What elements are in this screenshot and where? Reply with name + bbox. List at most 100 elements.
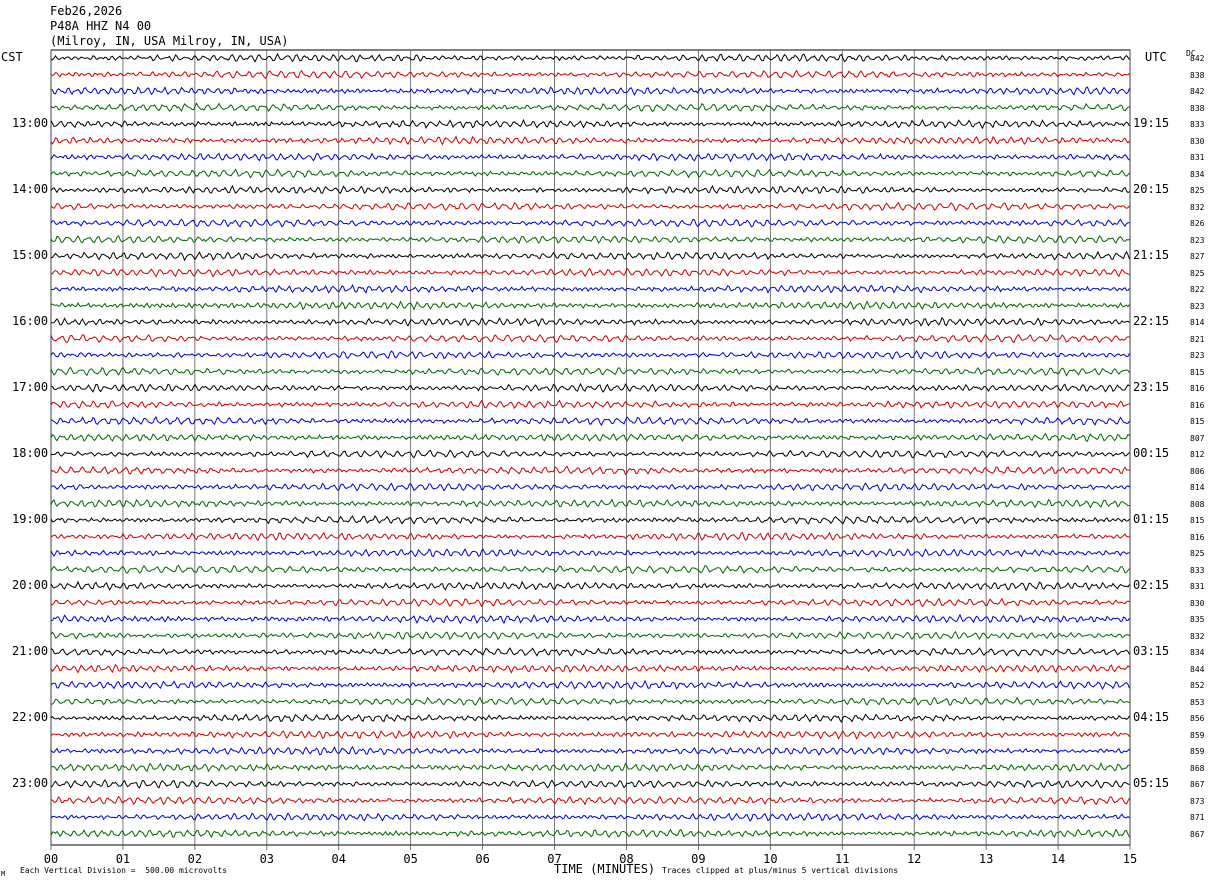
seismic-trace bbox=[50, 679, 1130, 691]
x-tick-label: 04 bbox=[331, 852, 346, 866]
cst-hour-label: 21:00 bbox=[12, 644, 49, 658]
dc-offset-label: 842 bbox=[1190, 87, 1205, 96]
header-date: Feb26,2026 bbox=[50, 4, 123, 18]
seismic-trace bbox=[50, 415, 1130, 427]
utc-hour-label: 23:15 bbox=[1133, 380, 1170, 394]
seismic-trace bbox=[50, 250, 1130, 262]
x-tick-label: 06 bbox=[475, 852, 490, 866]
dc-offset-label: 842 bbox=[1190, 54, 1205, 63]
x-tick-label: 13 bbox=[978, 852, 994, 866]
left-timezone-label: CST bbox=[1, 50, 23, 64]
dc-offset-label: 834 bbox=[1190, 648, 1205, 657]
dc-offset-label: 823 bbox=[1190, 351, 1205, 360]
plot-grid bbox=[50, 49, 1131, 850]
utc-hour-label: 01:15 bbox=[1133, 512, 1170, 526]
cst-hour-label: 20:00 bbox=[12, 578, 49, 592]
utc-hour-label: 02:15 bbox=[1133, 578, 1170, 592]
seismic-trace bbox=[50, 382, 1130, 393]
seismic-trace bbox=[50, 580, 1130, 592]
dc-offset-label: 832 bbox=[1190, 631, 1205, 641]
dc-offset-label: 816 bbox=[1190, 384, 1205, 393]
cst-hour-label: 15:00 bbox=[12, 248, 49, 262]
seismic-trace bbox=[50, 69, 1130, 80]
dc-offset-label: 823 bbox=[1190, 235, 1205, 245]
utc-hour-label: 05:15 bbox=[1133, 776, 1170, 790]
seismic-trace bbox=[50, 218, 1130, 228]
cst-hour-label: 16:00 bbox=[12, 314, 49, 328]
cst-hour-label: 22:00 bbox=[12, 710, 49, 724]
utc-hour-label: 04:15 bbox=[1133, 710, 1170, 724]
seismic-trace bbox=[50, 828, 1130, 839]
seismic-trace bbox=[50, 300, 1130, 311]
cst-hour-label: 14:00 bbox=[12, 182, 49, 196]
dc-offset-label: 814 bbox=[1190, 318, 1205, 327]
header-location: (Milroy, IN, USA Milroy, IN, USA) bbox=[50, 34, 289, 48]
seismic-trace bbox=[50, 135, 1130, 146]
x-tick-label: 07 bbox=[547, 852, 562, 866]
dc-offset-label: 868 bbox=[1190, 763, 1205, 773]
dc-offset-label: 815 bbox=[1190, 367, 1205, 377]
dc-offset-label: 844 bbox=[1190, 664, 1205, 674]
seismic-trace bbox=[50, 498, 1130, 509]
cst-hour-label: 18:00 bbox=[12, 446, 49, 460]
seismic-trace bbox=[50, 102, 1130, 113]
dc-offset-label: 838 bbox=[1190, 70, 1205, 80]
dc-offset-label: 806 bbox=[1190, 466, 1205, 476]
seismic-trace bbox=[50, 201, 1130, 212]
seismic-trace bbox=[50, 86, 1130, 96]
seismic-trace bbox=[50, 350, 1130, 360]
dc-offset-label: 815 bbox=[1190, 516, 1205, 525]
dc-offset-label: 821 bbox=[1190, 334, 1205, 344]
seismic-trace bbox=[50, 168, 1130, 179]
dc-offset-label: 873 bbox=[1190, 796, 1205, 806]
dc-offset-label: 816 bbox=[1190, 400, 1205, 410]
seismic-trace bbox=[50, 531, 1130, 542]
dc-offset-label: 830 bbox=[1190, 598, 1205, 608]
footer-scale-note: Each Vertical Division = 500.00 microvol… bbox=[20, 866, 228, 875]
seismic-trace bbox=[50, 234, 1130, 245]
dc-offset-label: 825 bbox=[1190, 549, 1205, 558]
seismic-trace bbox=[50, 316, 1130, 327]
x-tick-label: 12 bbox=[906, 852, 922, 866]
dc-offset-label: 831 bbox=[1190, 582, 1205, 591]
seismic-trace bbox=[50, 267, 1130, 278]
seismic-trace bbox=[50, 779, 1130, 789]
footer-clip-note: Traces clipped at plus/minus 5 vertical … bbox=[662, 866, 899, 875]
x-axis-label: TIME (MINUTES) bbox=[554, 862, 656, 876]
seismic-trace bbox=[50, 696, 1130, 707]
seismic-trace bbox=[50, 465, 1130, 476]
x-tick-label: 05 bbox=[403, 852, 418, 866]
dc-offset-label: 859 bbox=[1190, 730, 1205, 740]
dc-offset-label: 833 bbox=[1190, 120, 1205, 129]
dc-offset-label: 867 bbox=[1190, 780, 1205, 789]
dc-offset-label: 825 bbox=[1190, 268, 1205, 278]
cst-hour-label: 19:00 bbox=[12, 512, 49, 526]
dc-offset-label: 816 bbox=[1190, 532, 1205, 542]
dc-offset-label: 815 bbox=[1190, 417, 1205, 426]
seismic-trace bbox=[50, 333, 1130, 344]
seismic-trace bbox=[50, 152, 1130, 163]
seismic-trace bbox=[50, 630, 1130, 641]
utc-hour-label: 19:15 bbox=[1133, 116, 1170, 130]
utc-hour-label: 21:15 bbox=[1133, 248, 1170, 262]
dc-offset-label: 831 bbox=[1190, 153, 1205, 162]
seismic-trace bbox=[50, 745, 1130, 756]
x-tick-label: 02 bbox=[187, 852, 203, 866]
dc-offset-label: 871 bbox=[1190, 813, 1205, 822]
seismic-trace bbox=[50, 761, 1130, 773]
dc-header-label: DC bbox=[1186, 49, 1196, 58]
seismic-trace bbox=[50, 729, 1130, 740]
seismic-trace bbox=[50, 647, 1130, 657]
seismic-trace bbox=[50, 449, 1130, 459]
seismic-trace bbox=[50, 399, 1130, 410]
cst-hour-label: 13:00 bbox=[12, 116, 49, 130]
dc-offset-label: 825 bbox=[1190, 186, 1205, 195]
seismic-trace bbox=[50, 548, 1130, 558]
x-tick-label: 03 bbox=[259, 852, 275, 866]
seismic-trace bbox=[50, 482, 1130, 492]
seismic-trace bbox=[50, 812, 1130, 822]
trace-group bbox=[50, 52, 1130, 839]
footer-corner-mark: M bbox=[1, 870, 6, 878]
seismic-trace bbox=[50, 118, 1130, 130]
